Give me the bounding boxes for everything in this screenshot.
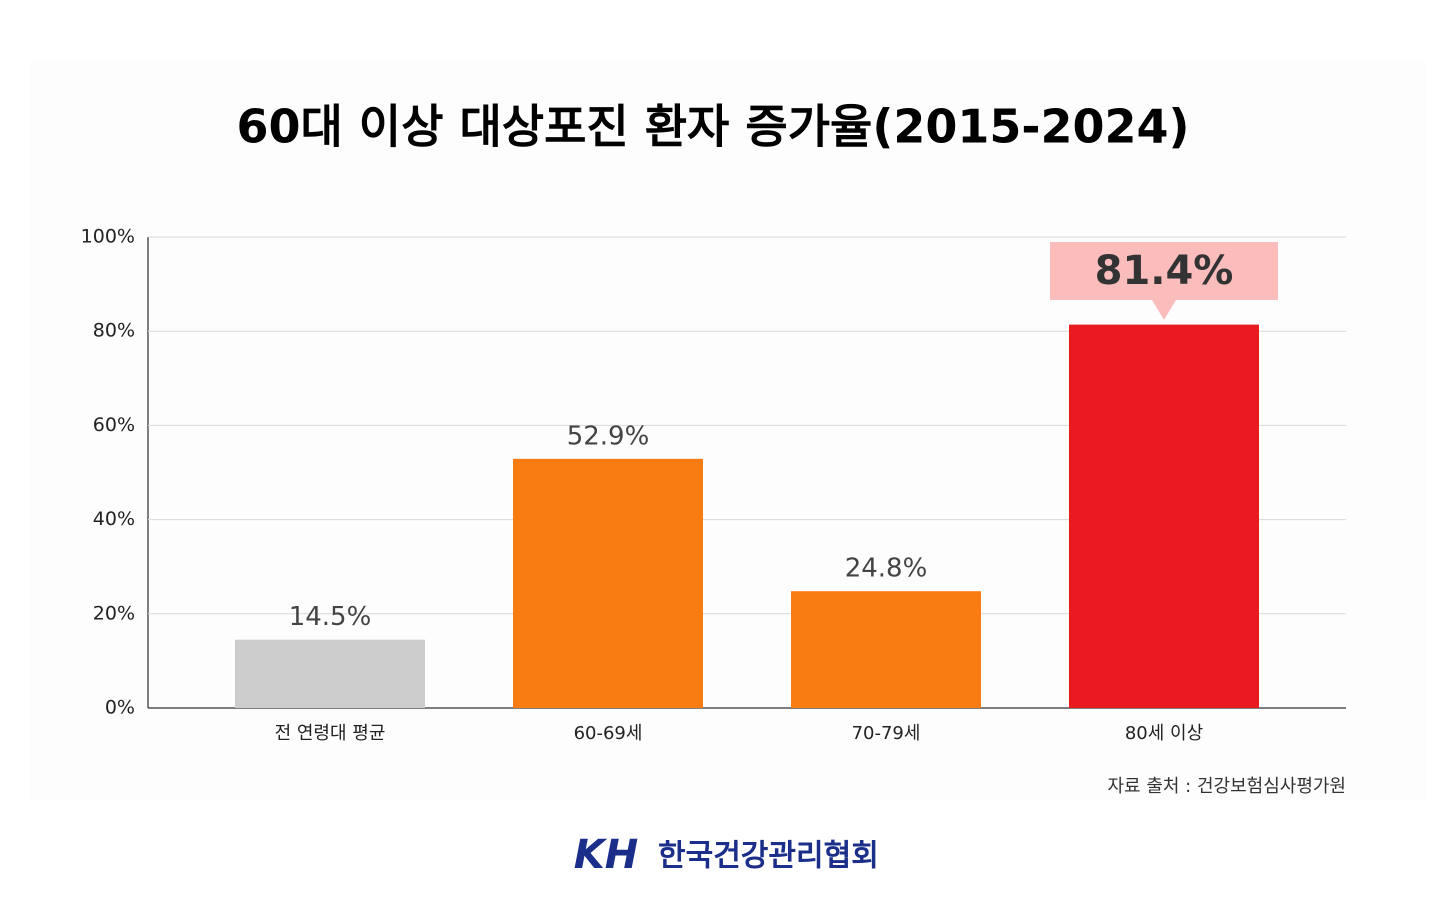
callout-box	[1050, 242, 1278, 300]
x-tick-label: 80세 이상	[1125, 723, 1203, 744]
y-tick-label: 0%	[105, 697, 135, 719]
logo: KH	[574, 832, 638, 878]
y-tick-label: 60%	[93, 414, 135, 436]
value-label: 52.9%	[567, 421, 650, 451]
bar	[791, 591, 981, 708]
y-tick-label: 100%	[81, 226, 135, 248]
y-tick-label: 20%	[93, 602, 135, 624]
callout-pointer	[1152, 300, 1176, 320]
y-tick-label: 80%	[93, 320, 135, 342]
value-label: 24.8%	[845, 554, 928, 584]
chart-title: 60대 이상 대상포진 환자 증가율(2015-2024)	[236, 100, 1189, 154]
bar	[235, 639, 425, 708]
value-label: 81.4%	[1095, 248, 1234, 294]
bar	[513, 458, 703, 708]
x-tick-label: 70-79세	[852, 723, 921, 744]
x-tick-label: 60-69세	[574, 723, 643, 744]
value-label: 14.5%	[289, 602, 372, 632]
source: 자료 출처 : 건강보험심사평가원	[1107, 776, 1346, 797]
x-tick-label: 전 연령대 평균	[275, 723, 386, 744]
organization: 한국건강관리협회	[658, 839, 879, 874]
y-tick-label: 40%	[93, 508, 135, 530]
bar	[1069, 324, 1259, 708]
